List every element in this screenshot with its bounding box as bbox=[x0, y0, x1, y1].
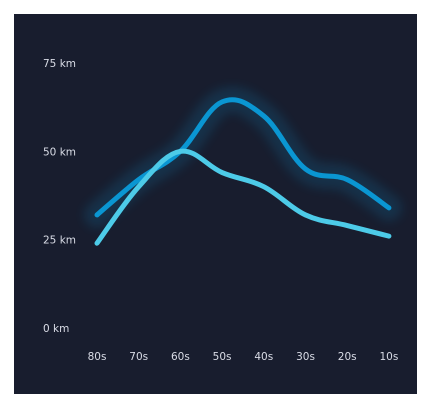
y-tick-label: 0 km bbox=[43, 323, 69, 335]
x-tick-label: 20s bbox=[338, 351, 357, 363]
chart-panel: 0 km 25 km 50 km 75 km 80s 70s 60s 50s 40s 30s 20… bbox=[14, 14, 417, 394]
series-layer bbox=[84, 86, 402, 246]
x-axis-labels: 80s 70s 60s 50s 40s 30s 20s 10s bbox=[88, 351, 399, 363]
y-axis-labels: 0 km 25 km 50 km 75 km bbox=[43, 58, 76, 335]
y-tick-label: 75 km bbox=[43, 58, 76, 70]
series-line-glow bbox=[84, 86, 402, 228]
line-chart: 0 km 25 km 50 km 75 km 80s 70s 60s 50s 40s 30s 20… bbox=[43, 58, 402, 363]
y-tick-label: 25 km bbox=[43, 235, 76, 247]
series-line-2 bbox=[94, 148, 392, 246]
x-tick-label: 80s bbox=[88, 351, 107, 363]
x-tick-label: 40s bbox=[254, 351, 273, 363]
x-tick-label: 10s bbox=[379, 351, 398, 363]
x-tick-label: 50s bbox=[213, 351, 232, 363]
x-tick-label: 70s bbox=[129, 351, 148, 363]
x-tick-label: 30s bbox=[296, 351, 315, 363]
y-tick-label: 50 km bbox=[43, 146, 76, 158]
x-tick-label: 60s bbox=[171, 351, 190, 363]
series-line-1 bbox=[94, 97, 392, 218]
